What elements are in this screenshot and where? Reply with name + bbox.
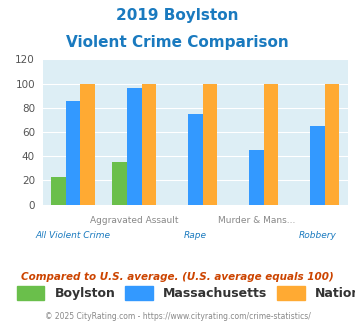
Text: Rape: Rape: [184, 231, 207, 240]
Text: Violent Crime Comparison: Violent Crime Comparison: [66, 35, 289, 50]
Bar: [51, 177, 66, 205]
Bar: [142, 83, 156, 205]
Bar: [249, 150, 264, 205]
Text: Robbery: Robbery: [299, 231, 336, 240]
Text: Compared to U.S. average. (U.S. average equals 100): Compared to U.S. average. (U.S. average …: [21, 272, 334, 282]
Text: Murder & Mans...: Murder & Mans...: [218, 216, 295, 225]
Text: Aggravated Assault: Aggravated Assault: [90, 216, 179, 225]
Bar: [66, 101, 81, 205]
Bar: [325, 83, 339, 205]
Legend: Boylston, Massachusetts, National: Boylston, Massachusetts, National: [12, 280, 355, 305]
Text: All Violent Crime: All Violent Crime: [36, 231, 111, 240]
Bar: [81, 83, 95, 205]
Bar: [310, 126, 325, 205]
Bar: [188, 114, 203, 205]
Text: 2019 Boylston: 2019 Boylston: [116, 8, 239, 23]
Bar: [127, 88, 142, 205]
Bar: [264, 83, 278, 205]
Bar: [112, 162, 127, 205]
Bar: [203, 83, 217, 205]
Text: © 2025 CityRating.com - https://www.cityrating.com/crime-statistics/: © 2025 CityRating.com - https://www.city…: [45, 312, 310, 321]
